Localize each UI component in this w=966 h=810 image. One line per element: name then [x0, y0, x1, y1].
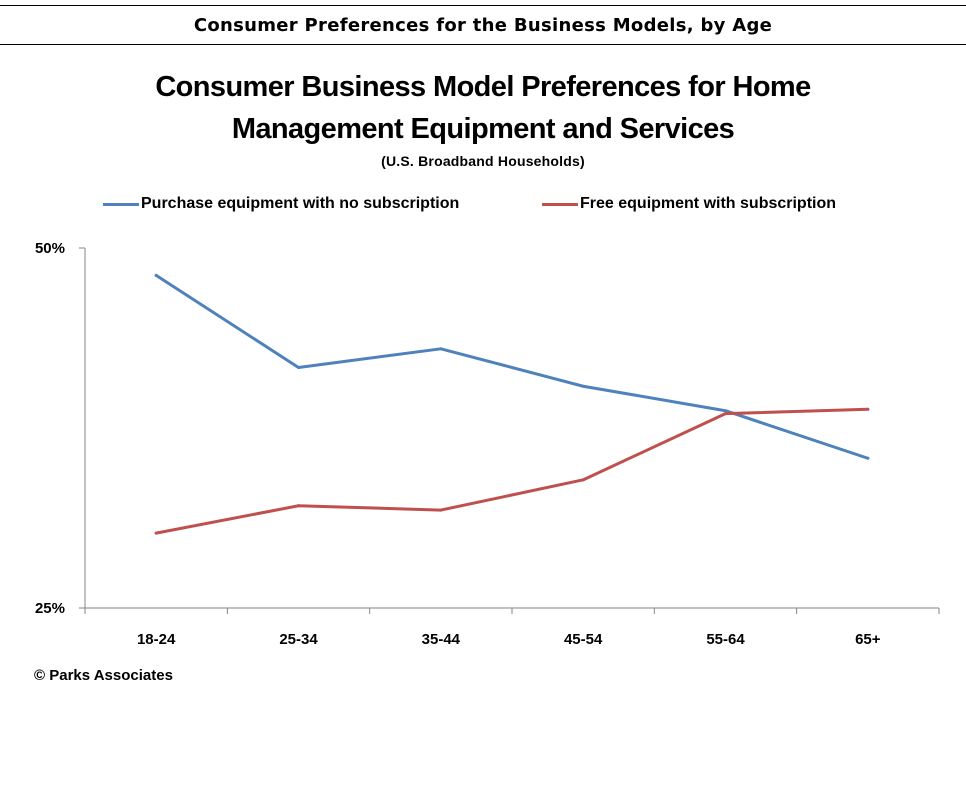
header-bar: Consumer Preferences for the Business Mo…: [0, 5, 966, 45]
x-tick-label: 18-24: [137, 631, 176, 648]
data-point: [866, 456, 870, 460]
data-point: [581, 384, 585, 388]
legend-swatch-purchase: [103, 202, 139, 206]
chart-ticks: 50% 25% 18-24 25-34 35-44 45-54 55-64 65+: [35, 240, 881, 648]
legend-item-free: Free equipment with subscription: [542, 193, 836, 215]
header-title: Consumer Preferences for the Business Mo…: [193, 15, 773, 36]
y-tick-label: 50%: [35, 240, 65, 257]
data-point: [724, 412, 727, 416]
x-tick-label: 55-64: [706, 631, 745, 648]
series-line-0: [154, 273, 870, 460]
series-line-1: [154, 407, 870, 535]
legend-item-purchase: Purchase equipment with no subscription: [103, 193, 459, 215]
data-point: [724, 409, 727, 413]
data-point: [866, 407, 870, 411]
chart-title-line1: Consumer Business Model Preferences for …: [155, 71, 811, 103]
copyright-text: © Parks Associates: [34, 667, 173, 684]
chart-subtitle: (U.S. Broadband Households): [381, 153, 585, 169]
data-point: [439, 508, 443, 512]
data-point: [297, 366, 300, 370]
data-point: [297, 504, 300, 508]
x-tick-label: 65+: [855, 631, 881, 648]
data-point: [439, 347, 443, 351]
x-tick-label: 35-44: [422, 631, 461, 648]
legend-label-purchase: Purchase equipment with no subscription: [141, 195, 460, 212]
chart-axes: [79, 247, 940, 614]
data-point: [581, 478, 585, 482]
chart-series: [154, 273, 870, 535]
x-tick-label: 25-34: [279, 631, 318, 648]
data-point: [154, 273, 158, 277]
legend-swatch-free: [542, 202, 578, 206]
data-point: [154, 531, 158, 535]
legend-label-free: Free equipment with subscription: [580, 195, 837, 212]
x-tick-label: 45-54: [564, 631, 603, 648]
chart-title-line2: Management Equipment and Services: [231, 113, 735, 145]
y-tick-label: 25%: [35, 600, 65, 617]
